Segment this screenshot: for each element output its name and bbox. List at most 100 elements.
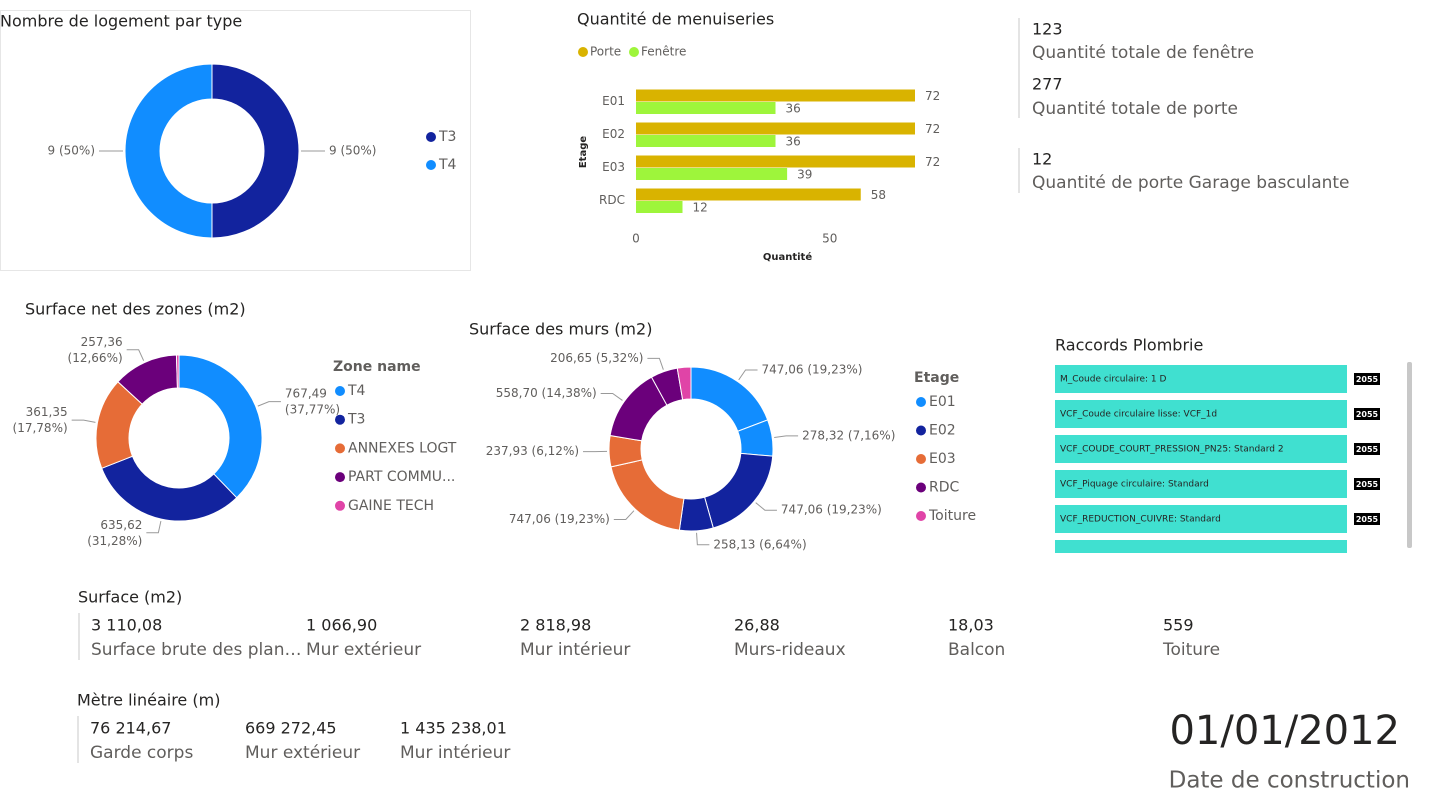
leader-line (600, 392, 623, 401)
pie-slice (676, 366, 692, 401)
list-row (1055, 470, 1347, 498)
bar (636, 135, 776, 147)
row-count: 2055 (1356, 375, 1379, 384)
row-label: VCF_COUDE_COURT_PRESSION_PN25: Standard … (1060, 445, 1284, 455)
kpi-value: 277 (1032, 75, 1063, 94)
label-line: 767,49 (285, 386, 327, 400)
data-label: 9 (50%) (48, 144, 95, 158)
kpi-value: 123 (1032, 20, 1063, 39)
legend-label: RDC (929, 480, 960, 496)
data-label: 237,93 (6,12%) (486, 444, 579, 458)
row-label: VCF_REDUCTION_CUIVRE: Standard (1060, 515, 1221, 525)
card-value: 2 818,98 (520, 616, 591, 635)
data-label: 39 (797, 168, 812, 182)
card-value: 1 066,90 (306, 616, 377, 635)
leader-line (71, 419, 96, 423)
legend-marker (335, 414, 345, 425)
leader-line (613, 510, 635, 520)
data-label: 36 (786, 102, 801, 116)
legend-marker (335, 443, 345, 454)
data-label: 558,70 (14,38%) (496, 386, 597, 400)
leader-line (126, 349, 145, 361)
legend-label: E03 (929, 451, 956, 467)
pie-slice (178, 354, 263, 499)
bar (636, 122, 915, 135)
legend-label: T4 (347, 383, 366, 399)
legend-label: ANNEXES LOGT (348, 440, 457, 456)
pie-slice (175, 354, 180, 389)
data-label: 72 (925, 89, 940, 103)
data-label: 747,06 (19,23%) (509, 512, 610, 526)
card-label: Balcon (948, 640, 1005, 660)
data-label: 36 (786, 135, 801, 149)
legend-label: Porte (590, 45, 621, 59)
data-label: 72 (925, 155, 940, 169)
clipped-row (1055, 540, 1347, 553)
card-label: Surface brute des plan… (91, 640, 301, 660)
scrollbar[interactable] (1407, 362, 1412, 548)
data-label: 206,65 (5,32%) (550, 351, 643, 365)
data-label: 72 (925, 122, 940, 136)
date-value: 01/01/2012 (1169, 708, 1400, 754)
chart-title: Nombre de logement par type (0, 12, 242, 31)
card-label: Mur extérieur (245, 743, 360, 763)
leader-line (696, 532, 710, 546)
kpi-label: Quantité de porte Garage basculante (1032, 173, 1350, 193)
row-label: VCF_Coude circulaire lisse: VCF_1d (1060, 410, 1217, 420)
legend-marker (916, 425, 926, 436)
card-label: Mur extérieur (306, 640, 421, 660)
label-line: 257,36 (81, 334, 123, 348)
legend-label: T3 (438, 129, 456, 145)
legend-label: E02 (929, 423, 956, 439)
y-axis-label: Etage (578, 136, 589, 169)
row-badge (1354, 513, 1380, 525)
visual-border (0, 10, 471, 271)
label-line: (37,77%) (285, 402, 340, 416)
bar (636, 201, 683, 213)
row-count: 2055 (1356, 410, 1379, 419)
legend-label: GAINE TECH (348, 498, 434, 514)
card-value: 3 110,08 (91, 616, 162, 635)
list-row (1055, 400, 1347, 428)
data-label: 58 (871, 188, 886, 202)
row-badge (1354, 443, 1380, 455)
card-label: Garde corps (90, 743, 193, 763)
legend-marker (916, 397, 926, 407)
data-label: 9 (50%) (329, 144, 376, 158)
section-title: Mètre linéaire (m) (77, 691, 220, 710)
row-count: 2055 (1356, 480, 1379, 489)
leader-line (647, 357, 664, 370)
card-value: 1 435 238,01 (400, 719, 507, 738)
card-value: 559 (1163, 616, 1194, 635)
kpi-value: 12 (1032, 150, 1052, 169)
pie-slice (703, 452, 774, 529)
data-label: 747,06 (19,23%) (762, 362, 863, 376)
data-label: 635,62 (31,28%) (87, 517, 142, 547)
data-label: 278,32 (7,16%) (802, 428, 895, 442)
x-axis-label: Quantité (763, 251, 812, 263)
data-label: 767,49 (37,77%) (285, 386, 340, 416)
legend-marker (426, 160, 436, 170)
legend-marker (426, 132, 436, 142)
pie-slice (211, 63, 300, 239)
x-tick-label: 0 (632, 232, 640, 246)
card-label: Mur intérieur (520, 640, 630, 660)
chart-title: Quantité de menuiseries (577, 10, 774, 29)
list: M_Coude circulaire: 1 D 2055 VCF_Coude cir… (1055, 365, 1380, 533)
card-label: Toiture (1162, 640, 1220, 660)
card-label: Mur intérieur (400, 743, 510, 763)
data-label: 258,13 (6,64%) (713, 537, 806, 551)
bar (636, 188, 861, 201)
pie-slice (124, 63, 213, 239)
leader-line (146, 520, 162, 534)
list-row (1055, 505, 1347, 533)
legend-label: T4 (438, 157, 457, 173)
kpi-label: Quantité totale de porte (1032, 99, 1238, 119)
row-count: 2055 (1356, 445, 1379, 454)
legend-marker (629, 47, 639, 57)
legend-label: T3 (347, 412, 365, 428)
legend-marker (335, 472, 345, 483)
label-line: (12,66%) (68, 350, 123, 364)
chart-title: Surface des murs (m2) (469, 320, 652, 339)
leader-line (755, 502, 777, 511)
